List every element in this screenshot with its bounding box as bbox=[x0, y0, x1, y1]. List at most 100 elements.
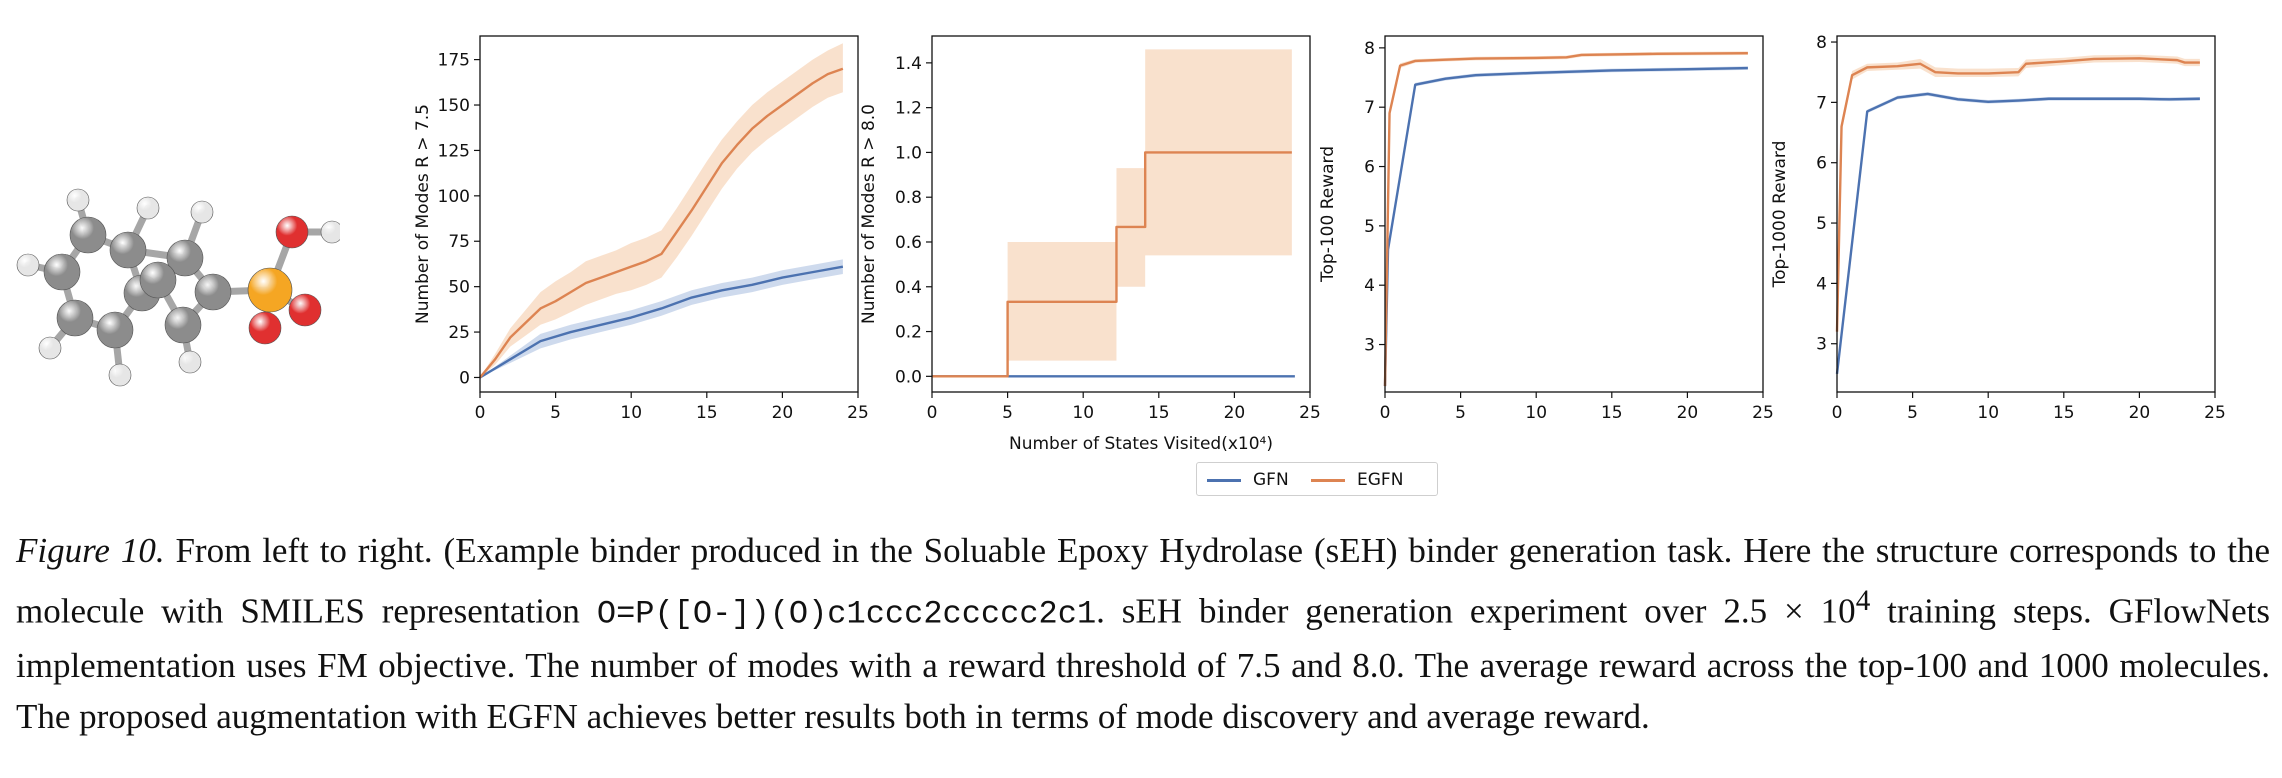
y-tick-label: 75 bbox=[448, 232, 470, 252]
figure-caption: Figure 10. From left to right. (Example … bbox=[16, 525, 2270, 742]
x-tick-label: 25 bbox=[1752, 403, 1774, 423]
y-tick-label: 5 bbox=[1364, 217, 1375, 237]
caption-label: Figure 10. bbox=[16, 531, 165, 570]
band-gfn bbox=[1837, 92, 2200, 374]
y-axis-label: Top-1000 Reward bbox=[1770, 141, 1790, 289]
caption-smiles: O=P([O-])(O)c1ccc2ccccc2c1 bbox=[596, 595, 1097, 633]
carbon-atom bbox=[43, 253, 81, 291]
y-tick-label: 0.6 bbox=[895, 233, 922, 253]
y-tick-label: 6 bbox=[1816, 154, 1827, 174]
figure-area: 0 5 10 15 20 25 0 25 50 75 100 125 150 175 Number of M… bbox=[16, 33, 2226, 496]
y-axis-label: Number of Modes R > 8.0 bbox=[859, 104, 879, 324]
oxygen-atom bbox=[275, 215, 309, 249]
x-tick-label: 0 bbox=[927, 403, 938, 423]
y-tick-label: 100 bbox=[438, 187, 470, 207]
x-tick-label: 5 bbox=[1455, 403, 1466, 423]
y-tick-label: 7 bbox=[1816, 93, 1827, 113]
plot-frame bbox=[1836, 35, 2216, 393]
y-tick-label: 25 bbox=[448, 323, 470, 343]
y-tick-label: 125 bbox=[438, 141, 470, 161]
band-egfn bbox=[1837, 54, 2200, 332]
shared-x-axis-label: Number of States Visited(x10⁴) bbox=[1009, 434, 1273, 454]
x-tick-label: 20 bbox=[772, 403, 794, 423]
x-tick-label: 25 bbox=[1299, 403, 1321, 423]
legend-line-gfn bbox=[1207, 479, 1241, 482]
x-tick-label: 25 bbox=[2204, 403, 2226, 423]
oxygen-atom bbox=[288, 293, 322, 327]
carbon-atom bbox=[194, 273, 232, 311]
carbon-atom bbox=[139, 261, 177, 299]
band-gfn bbox=[480, 259, 843, 378]
plot-top-1000-reward: 0 5 10 15 20 25 3 4 5 6 7 8 Top-1000 Reward bbox=[1770, 33, 2226, 423]
phosphorus-atom bbox=[247, 267, 293, 313]
series-line-egfn bbox=[932, 151, 1292, 378]
y-tick-label: 3 bbox=[1816, 335, 1827, 355]
y-tick-label: 8 bbox=[1364, 39, 1375, 59]
y-tick-label: 1.2 bbox=[895, 99, 922, 119]
y-tick-label: 50 bbox=[448, 278, 470, 298]
y-tick-label: 6 bbox=[1364, 158, 1375, 178]
x-tick-label: 10 bbox=[620, 403, 642, 423]
plot-frame bbox=[931, 35, 1311, 393]
hydrogen-atom bbox=[136, 196, 160, 220]
hydrogen-atom bbox=[108, 363, 132, 387]
y-tick-label: 150 bbox=[438, 96, 470, 116]
carbon-atom bbox=[164, 306, 202, 344]
y-tick-label: 0.0 bbox=[895, 367, 922, 387]
y-axis-label: Number of Modes R > 7.5 bbox=[413, 104, 433, 324]
y-tick-label: 5 bbox=[1816, 214, 1827, 234]
hydrogen-atom bbox=[38, 336, 62, 360]
y-tick-label: 4 bbox=[1364, 276, 1375, 296]
plot-modes-8-0: 0 5 10 15 20 25 0.0 0.2 0.4 0.6 0.8 1.0 1.2 1.4 Number… bbox=[859, 35, 1321, 423]
band-egfn bbox=[1385, 51, 1748, 387]
y-tick-label: 1.0 bbox=[895, 143, 922, 163]
series-line-egfn bbox=[1835, 57, 2200, 332]
legend-line-egfn bbox=[1311, 479, 1345, 482]
x-tick-label: 5 bbox=[550, 403, 561, 423]
y-tick-label: 4 bbox=[1816, 274, 1827, 294]
band-gfn bbox=[1385, 66, 1748, 387]
x-tick-label: 10 bbox=[1525, 403, 1547, 423]
band-egfn bbox=[480, 43, 843, 378]
y-tick-label: 1.4 bbox=[895, 54, 922, 74]
x-tick-label: 15 bbox=[2053, 403, 2075, 423]
caption-exponent: 4 bbox=[1855, 585, 1871, 617]
legend: GFN EGFN bbox=[1196, 462, 1438, 496]
legend-label-gfn: GFN bbox=[1253, 470, 1289, 490]
x-tick-label: 5 bbox=[1002, 403, 1013, 423]
x-tick-label: 20 bbox=[1224, 403, 1246, 423]
series-line-egfn bbox=[479, 67, 844, 379]
hydrogen-atom bbox=[320, 220, 340, 244]
caption-text-1: From left to right. (Example binder prod… bbox=[16, 531, 2270, 631]
hydrogen-atom bbox=[178, 350, 202, 374]
series-line-egfn bbox=[1383, 52, 1748, 387]
hydrogen-atom bbox=[16, 253, 40, 277]
caption-text-2: . sEH binder generation experiment over … bbox=[1096, 591, 1856, 631]
y-tick-label: 175 bbox=[438, 51, 470, 71]
plot-frame bbox=[479, 35, 859, 393]
x-tick-label: 15 bbox=[696, 403, 718, 423]
molecule-image bbox=[16, 188, 340, 387]
y-axis-label: Top-100 Reward bbox=[1318, 146, 1338, 283]
carbon-atom bbox=[56, 299, 94, 337]
x-tick-label: 20 bbox=[2129, 403, 2151, 423]
y-tick-label: 0 bbox=[459, 368, 470, 388]
x-tick-label: 0 bbox=[1380, 403, 1391, 423]
series-line-gfn bbox=[1383, 66, 1748, 387]
y-tick-label: 8 bbox=[1816, 33, 1827, 53]
x-tick-label: 25 bbox=[847, 403, 869, 423]
x-tick-label: 15 bbox=[1601, 403, 1623, 423]
y-tick-label: 0.8 bbox=[895, 188, 922, 208]
caption-text-3: training steps. GFlowNets implementation… bbox=[16, 591, 2271, 736]
legend-label-egfn: EGFN bbox=[1357, 470, 1404, 490]
plot-top-100-reward: 0 5 10 15 20 25 3 4 5 6 7 8 Top-100 Reward bbox=[1318, 35, 1774, 423]
x-tick-label: 20 bbox=[1677, 403, 1699, 423]
y-tick-label: 0.4 bbox=[895, 278, 922, 298]
x-tick-label: 10 bbox=[1977, 403, 1999, 423]
y-tick-label: 3 bbox=[1364, 336, 1375, 356]
carbon-atom bbox=[69, 216, 107, 254]
hydrogen-atom bbox=[66, 188, 90, 212]
band-egfn bbox=[932, 49, 1292, 377]
carbon-atom bbox=[109, 231, 147, 269]
x-tick-label: 10 bbox=[1072, 403, 1094, 423]
